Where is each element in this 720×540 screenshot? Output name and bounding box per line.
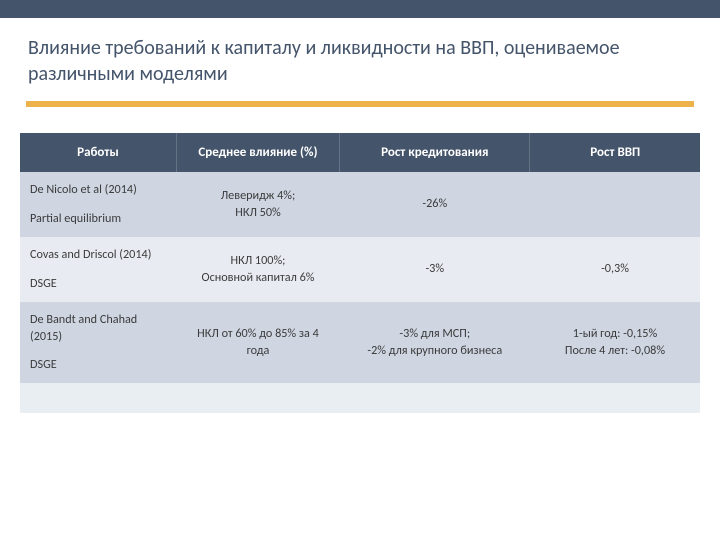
table-row: De Nicolo et al (2014) Partial equilibriu… (20, 172, 700, 237)
cell-gdp: 1-ый год: -0,15%После 4 лет: -0,08% (530, 302, 700, 383)
col-works: Работы (20, 133, 176, 172)
cell-credit: -26% (340, 172, 530, 237)
cell-impact: НКЛ от 60% до 85% за 4 года (176, 302, 339, 383)
col-gdp: Рост ВВП (530, 133, 700, 172)
cell-credit: -3% для МСП;-2% для крупного бизнеса (340, 302, 530, 383)
cell-works: De Bandt and Chahad (2015) DSGE (20, 302, 176, 383)
cell-works: De Nicolo et al (2014) Partial equilibriu… (20, 172, 176, 237)
table-row: De Bandt and Chahad (2015) DSGE НКЛ от 60%… (20, 302, 700, 383)
col-impact: Среднее влияние (%) (176, 133, 339, 172)
work-model: Partial equilibrium (30, 211, 166, 227)
cell-gdp: -0,3% (530, 237, 700, 302)
top-bar (0, 0, 720, 18)
work-title: De Bandt and Chahad (2015) (30, 312, 166, 345)
table-row: Covas and Driscol (2014) DSGE НКЛ 100%;Осн… (20, 237, 700, 302)
cell-impact: Леверидж 4%;НКЛ 50% (176, 172, 339, 237)
models-table: Работы Среднее влияние (%) Рост кредитов… (20, 133, 700, 383)
work-model: DSGE (30, 357, 166, 373)
work-model: DSGE (30, 276, 166, 292)
work-title: Covas and Driscol (2014) (30, 247, 166, 263)
cell-credit: -3% (340, 237, 530, 302)
title-block: Влияние требований к капиталу и ликвидно… (0, 18, 720, 93)
work-title: De Nicolo et al (2014) (30, 182, 166, 198)
cell-works: Covas and Driscol (2014) DSGE (20, 237, 176, 302)
cell-impact: НКЛ 100%;Основной капитал 6% (176, 237, 339, 302)
col-credit: Рост кредитования (340, 133, 530, 172)
content-strip: Работы Среднее влияние (%) Рост кредитов… (20, 133, 700, 413)
table-header-row: Работы Среднее влияние (%) Рост кредитов… (20, 133, 700, 172)
cell-gdp (530, 172, 700, 237)
body-area: Работы Среднее влияние (%) Рост кредитов… (0, 107, 720, 413)
slide-title: Влияние требований к капиталу и ликвидно… (28, 36, 692, 87)
table-body: De Nicolo et al (2014) Partial equilibriu… (20, 172, 700, 383)
